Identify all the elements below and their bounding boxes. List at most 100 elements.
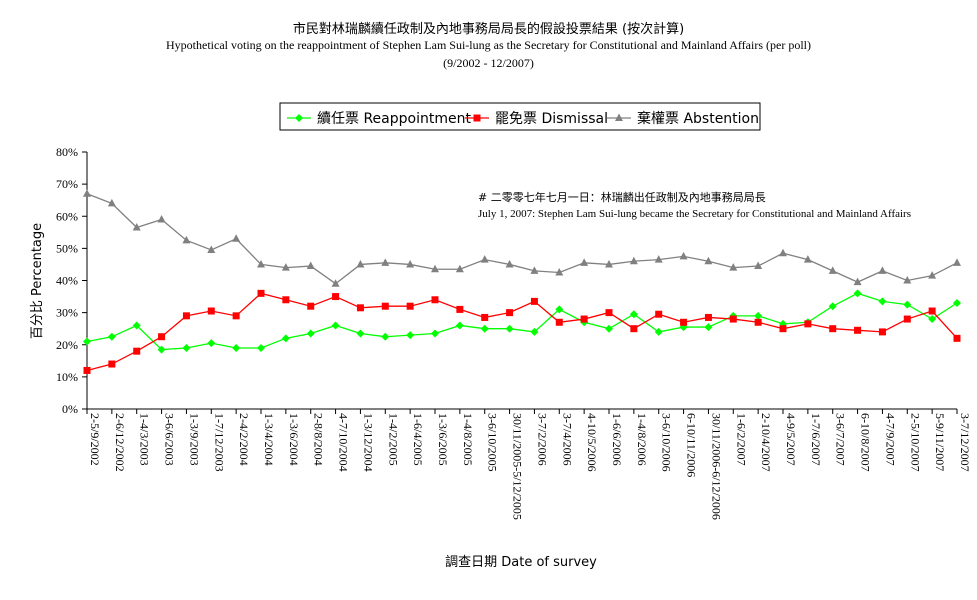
x-tick-label: 3-6/10/2006 bbox=[660, 413, 674, 472]
x-tick-label: 4-9/5/2007 bbox=[784, 413, 798, 466]
data-point bbox=[903, 315, 911, 323]
data-point bbox=[878, 328, 886, 336]
data-point bbox=[307, 302, 315, 310]
x-tick-label: 3-6/6/2003 bbox=[163, 413, 177, 466]
data-point bbox=[828, 266, 837, 274]
legend-swatch-marker bbox=[473, 114, 481, 122]
x-tick-label: 1-4/3/2003 bbox=[138, 413, 152, 466]
y-tick-label: 60% bbox=[56, 209, 78, 223]
x-tick-label: 30/11/2005-5/12/2005 bbox=[511, 413, 525, 520]
data-point bbox=[281, 334, 290, 343]
chart-title-english: Hypothetical voting on the reappointment… bbox=[166, 38, 811, 52]
legend-swatch-marker bbox=[615, 113, 623, 121]
data-point bbox=[679, 251, 688, 260]
x-tick-label: 2-8/8/2004 bbox=[312, 413, 326, 466]
data-point bbox=[455, 321, 464, 330]
data-point bbox=[779, 248, 787, 257]
data-point bbox=[878, 297, 887, 306]
data-point bbox=[629, 256, 638, 265]
data-point bbox=[207, 307, 215, 315]
data-point bbox=[953, 298, 961, 307]
data-point bbox=[481, 313, 489, 321]
legend-box bbox=[279, 102, 761, 131]
y-tick-label: 30% bbox=[56, 306, 78, 320]
y-tick-label: 70% bbox=[56, 177, 78, 191]
data-point bbox=[356, 329, 365, 338]
data-point bbox=[356, 259, 365, 268]
series-2 bbox=[83, 189, 961, 287]
legend: 續任票 Reappointment 罷免票 Dismissal 棄權票 Absten… bbox=[279, 102, 761, 131]
data-point bbox=[406, 331, 415, 340]
x-tick-label: 3-7/4/2006 bbox=[560, 413, 574, 466]
data-point bbox=[356, 304, 364, 312]
data-point bbox=[182, 235, 191, 244]
data-point bbox=[83, 337, 91, 346]
data-point bbox=[431, 264, 439, 273]
data-point bbox=[605, 309, 613, 317]
x-tick-label: 2-5/10/2007 bbox=[908, 413, 922, 472]
data-point bbox=[306, 329, 315, 338]
x-axis-label: 調查日期 Date of survey bbox=[445, 555, 597, 570]
x-tick-label: 2-10/4/2007 bbox=[759, 413, 773, 472]
data-point bbox=[629, 310, 638, 319]
data-point bbox=[232, 234, 241, 242]
y-tick-label: 40% bbox=[56, 274, 78, 288]
data-point bbox=[182, 312, 190, 320]
data-point bbox=[232, 343, 241, 352]
data-point bbox=[803, 255, 812, 263]
y-tick-label: 50% bbox=[56, 241, 78, 255]
data-point bbox=[455, 264, 464, 273]
data-point bbox=[580, 258, 589, 266]
x-tick-label: 4-7/10/2004 bbox=[337, 413, 351, 472]
data-point bbox=[505, 259, 514, 268]
x-tick-label: 1-7/12/2003 bbox=[212, 413, 226, 472]
data-point bbox=[207, 339, 216, 348]
x-tick-label: 1-6/6/2006 bbox=[610, 413, 624, 466]
axes: 0% 10% 20% 30% 40% 50% 60% 70% 80% 2-5/9/2002 2-6/… bbox=[56, 145, 972, 520]
chart-title-chinese: 市民對林瑞麟續任政制及內地事務局局長的假設投票結果 (按次計算) bbox=[292, 22, 685, 37]
x-tick-label: 5-9/11/2007 bbox=[933, 413, 947, 471]
data-point bbox=[505, 324, 514, 333]
y-tick-label: 20% bbox=[56, 338, 78, 352]
data-point bbox=[555, 305, 564, 314]
data-point bbox=[381, 258, 390, 266]
data-point bbox=[431, 329, 439, 338]
data-point bbox=[853, 277, 862, 286]
legend-label: 罷免票 Dismissal bbox=[495, 111, 608, 127]
series-line bbox=[86, 193, 958, 285]
series-1 bbox=[83, 289, 961, 374]
data-point bbox=[605, 324, 613, 333]
legend-label: 續任票 Reappointment bbox=[317, 111, 471, 127]
data-point bbox=[704, 323, 713, 332]
data-point bbox=[456, 305, 464, 313]
x-tick-label: 1-6/2/2007 bbox=[734, 413, 748, 466]
series-layer bbox=[83, 189, 961, 374]
x-tick-label: 6-10/8/2007 bbox=[859, 413, 873, 472]
x-tick-label: 3-7/2/2006 bbox=[535, 413, 549, 466]
legend-swatch-marker bbox=[295, 114, 303, 122]
x-tick-label: 1-3/6/2004 bbox=[287, 413, 301, 466]
data-point bbox=[530, 266, 539, 274]
x-tick-label: 1-4/8/2006 bbox=[635, 413, 649, 466]
x-tick-label: 3-7/12/2007 bbox=[958, 413, 972, 472]
data-point bbox=[654, 327, 663, 336]
x-tick-label: 6-10/11/2006 bbox=[685, 413, 699, 477]
series-line bbox=[86, 292, 958, 351]
x-tick-label: 1-6/4/2005 bbox=[411, 413, 425, 466]
data-point bbox=[108, 360, 116, 368]
data-point bbox=[133, 347, 141, 355]
data-point bbox=[480, 324, 489, 333]
x-tick-label: 1-7/6/2007 bbox=[809, 413, 823, 466]
x-tick-label: 2-4/2/2004 bbox=[237, 413, 251, 466]
data-point bbox=[207, 245, 216, 253]
data-point bbox=[928, 307, 936, 315]
data-point bbox=[83, 189, 91, 197]
x-tick-label: 30/11/2006-6/12/2006 bbox=[709, 413, 723, 520]
data-point bbox=[257, 343, 265, 352]
data-point bbox=[257, 259, 265, 268]
data-point bbox=[555, 267, 564, 276]
data-point bbox=[157, 214, 166, 223]
data-point bbox=[854, 326, 862, 334]
data-point bbox=[158, 333, 166, 341]
